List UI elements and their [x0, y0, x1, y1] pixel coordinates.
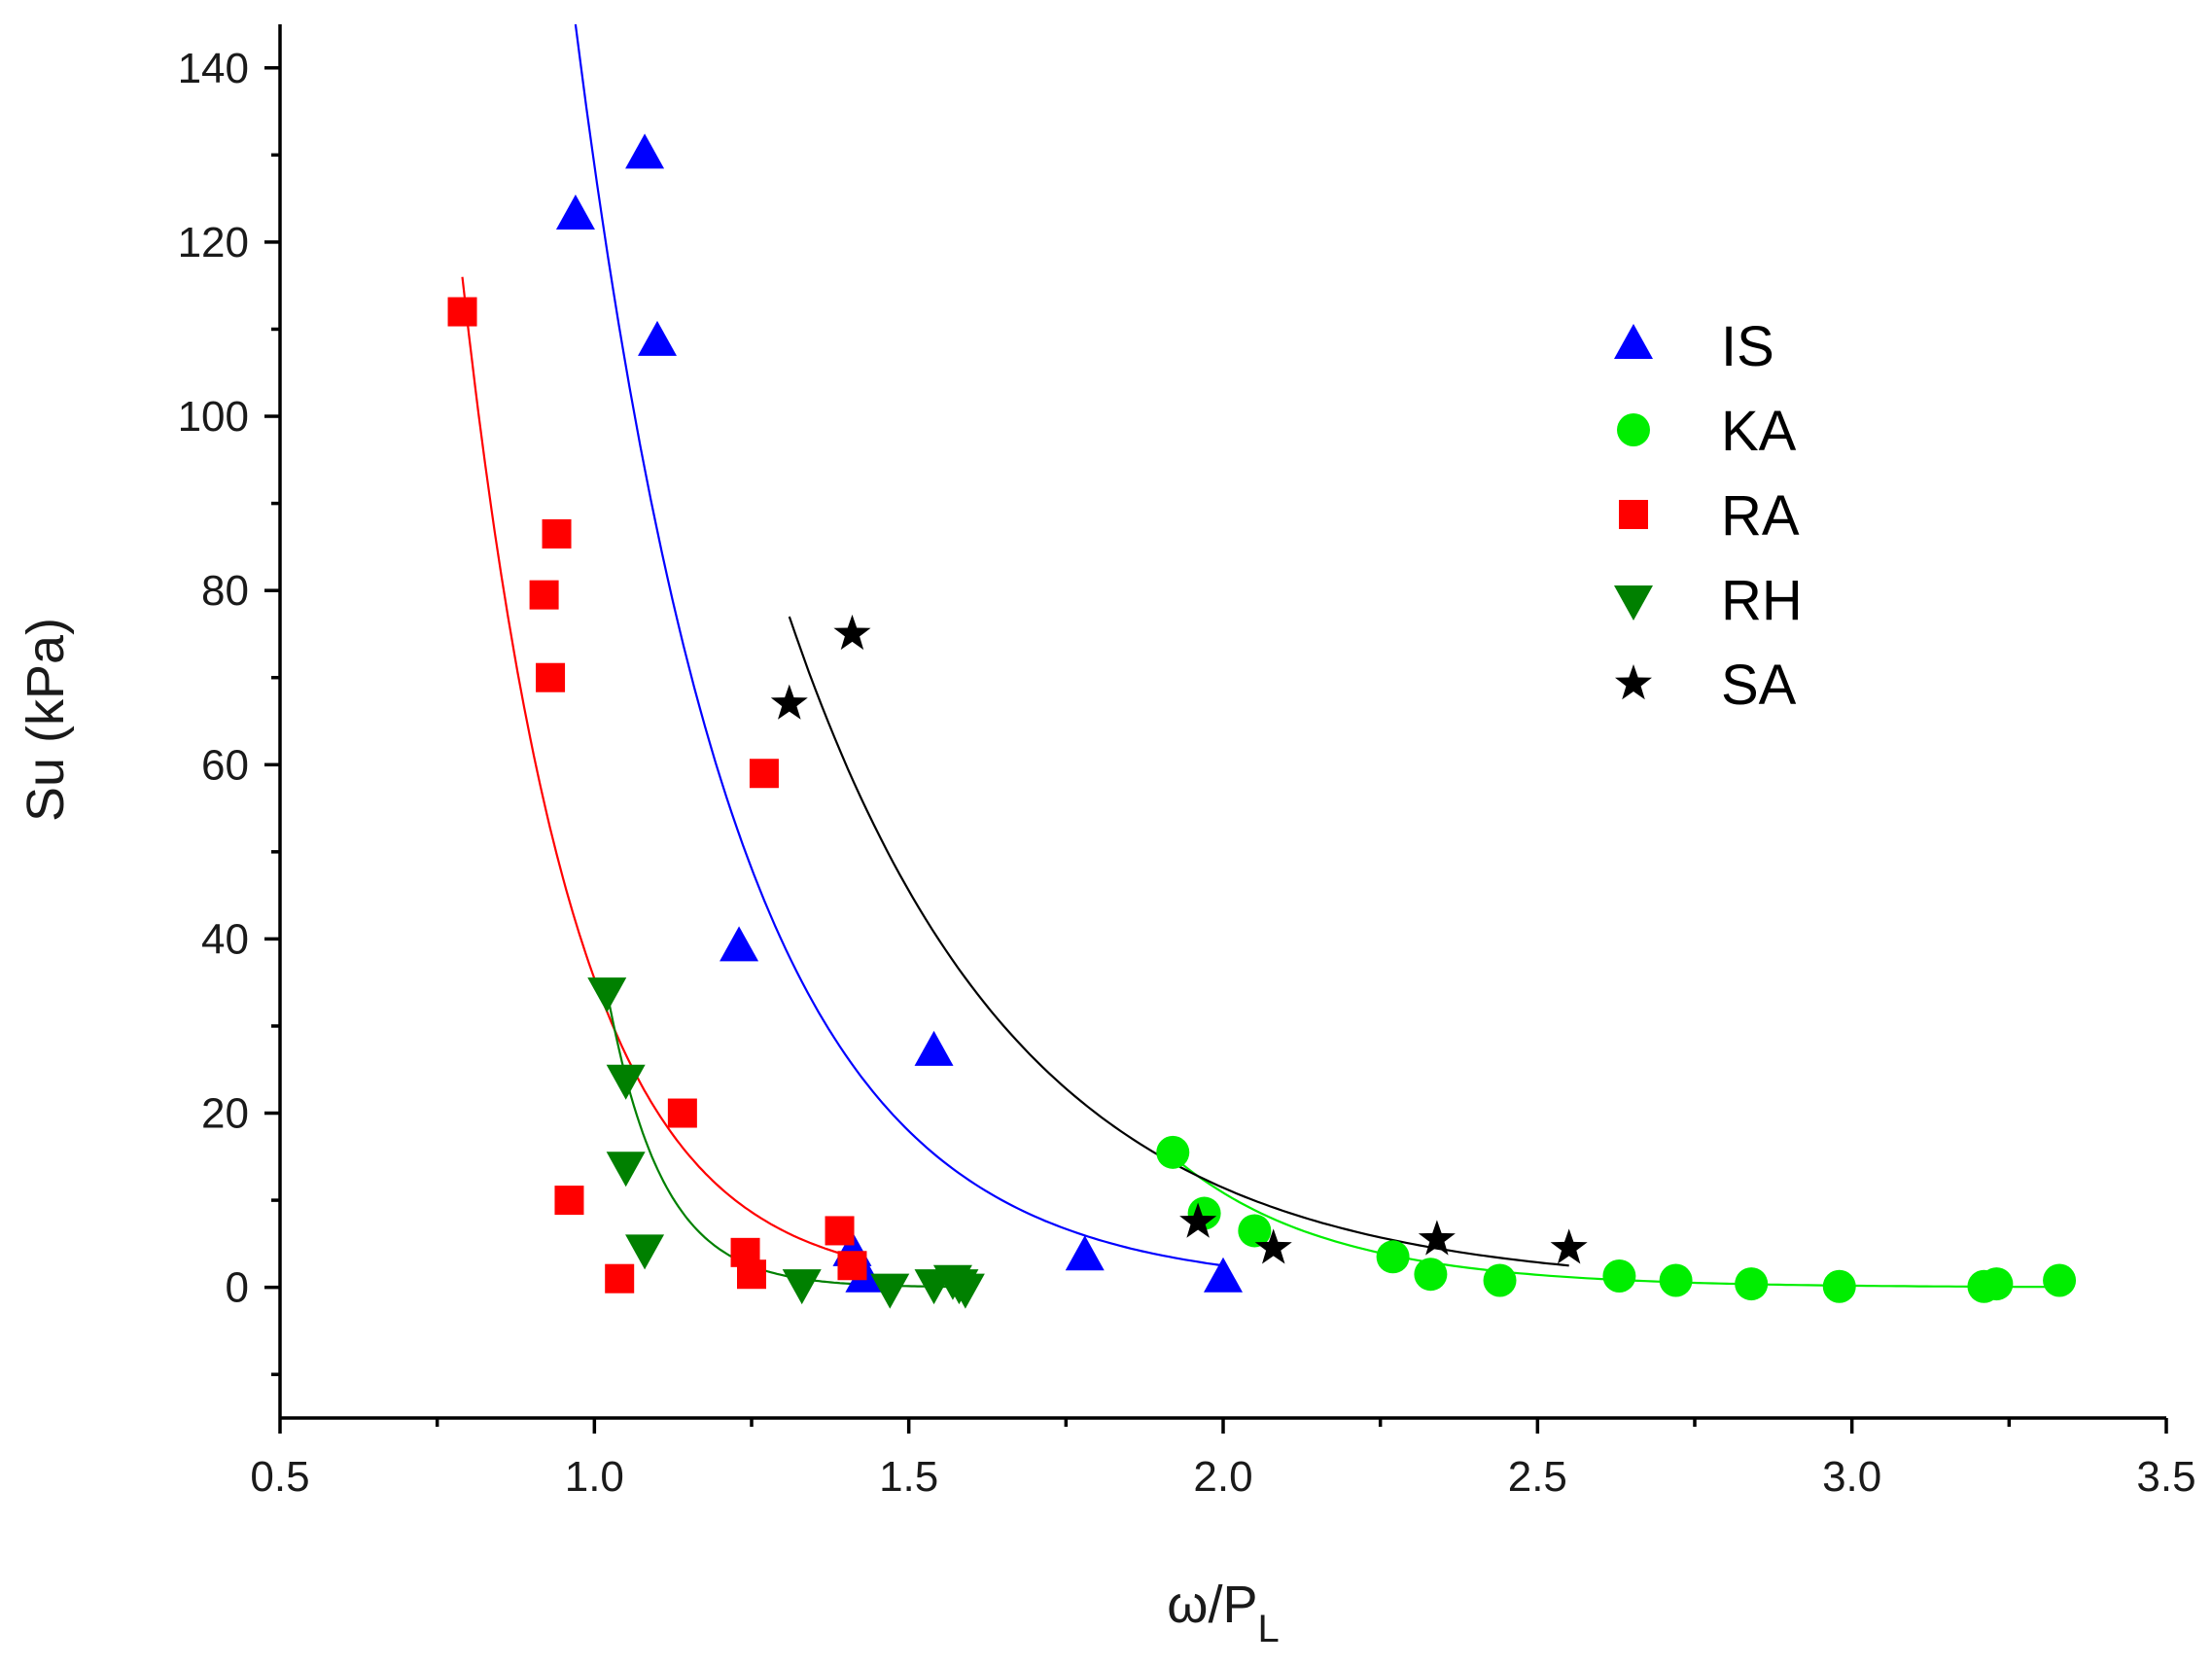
x-axis-title-main: ω/P: [1167, 1576, 1257, 1634]
legend-label-rh: RH: [1721, 569, 1803, 632]
legend: IS KA RA RH SA: [1614, 315, 1803, 717]
legend-label-ra: RA: [1721, 484, 1800, 548]
y-tick-label: 100: [178, 393, 249, 441]
data-point-rh: [945, 1273, 985, 1309]
y-tick-label: 0: [226, 1264, 249, 1312]
data-point-ra: [825, 1216, 855, 1246]
data-point-ra: [737, 1259, 766, 1290]
legend-marker-is: [1614, 324, 1653, 359]
x-tick-label: 2.5: [1508, 1453, 1567, 1501]
legend-label-is: IS: [1721, 315, 1774, 378]
x-tick-label: 1.5: [879, 1453, 938, 1501]
data-point-ka: [1980, 1267, 2014, 1301]
y-tick-label: 140: [178, 45, 249, 92]
data-point-ra: [554, 1186, 584, 1216]
data-point-is: [914, 1030, 954, 1066]
data-point-is: [1204, 1257, 1243, 1293]
data-point-rh: [625, 1234, 665, 1270]
fit-curves: [461, 23, 2060, 1289]
legend-marker-sa: [1615, 664, 1652, 700]
data-point-is: [625, 133, 665, 169]
x-tick-label: 3.0: [1822, 1453, 1881, 1501]
data-point-sa: [770, 684, 808, 720]
x-tick-label: 1.0: [565, 1453, 624, 1501]
data-point-is: [638, 320, 677, 356]
data-point-sa: [1179, 1202, 1217, 1238]
data-point-ra: [536, 662, 566, 692]
data-point-ka: [1156, 1135, 1190, 1169]
data-point-ra: [529, 580, 559, 610]
legend-label-ka: KA: [1721, 400, 1797, 463]
y-tick-label: 20: [201, 1090, 249, 1138]
y-tick-label: 40: [201, 915, 249, 963]
data-point-ka: [1483, 1263, 1517, 1297]
data-point-rh: [606, 1064, 646, 1100]
data-point-ka: [1376, 1240, 1410, 1274]
data-point-sa: [1418, 1220, 1456, 1256]
y-tick-label: 60: [201, 741, 249, 789]
data-point-ra: [749, 759, 779, 789]
ticks: 0 20 40 60 80 100 120 140 0.5 1.0 1.5 2.0 2.5 3.0 3.5: [178, 45, 2196, 1501]
x-tick-label: 0.5: [250, 1453, 309, 1501]
fit-curve-sa: [788, 616, 1569, 1267]
data-points: [447, 133, 2077, 1309]
x-axis-title-subscript: L: [1257, 1608, 1279, 1650]
x-tick-label: 2.0: [1193, 1453, 1252, 1501]
data-point-is: [720, 926, 759, 962]
data-point-rh: [870, 1273, 910, 1309]
x-axis-title: ω/PL: [1167, 1576, 1279, 1650]
y-tick-label: 80: [201, 567, 249, 615]
data-point-is: [1065, 1235, 1105, 1271]
data-point-sa: [1254, 1228, 1292, 1264]
data-point-ra: [447, 297, 477, 327]
fit-curve-rh: [606, 990, 966, 1289]
data-point-ka: [1602, 1259, 1636, 1294]
legend-marker-ra: [1619, 500, 1648, 529]
data-point-is: [555, 195, 595, 230]
data-point-ka: [2043, 1263, 2077, 1297]
data-point-ra: [667, 1098, 697, 1128]
legend-marker-ka: [1617, 413, 1650, 446]
fit-curve-is: [574, 23, 1224, 1267]
legend-marker-rh: [1614, 585, 1653, 620]
data-point-ka: [1735, 1267, 1769, 1301]
data-point-sa: [833, 614, 871, 651]
data-point-ka: [1659, 1263, 1693, 1297]
data-point-rh: [587, 977, 627, 1013]
data-point-ka: [1238, 1214, 1272, 1248]
y-axis-title: Su (kPa): [17, 618, 75, 822]
legend-label-sa: SA: [1721, 654, 1797, 717]
data-point-ra: [605, 1263, 635, 1294]
fit-curve-ra: [461, 276, 853, 1258]
y-tick-label: 120: [178, 219, 249, 266]
data-point-ka: [1822, 1269, 1856, 1303]
data-point-ra: [542, 518, 572, 549]
data-point-rh: [606, 1152, 646, 1187]
data-point-sa: [1550, 1228, 1588, 1264]
data-point-ka: [1414, 1258, 1448, 1292]
data-point-ra: [837, 1251, 867, 1281]
x-tick-label: 3.5: [2136, 1453, 2195, 1501]
data-point-rh: [782, 1269, 822, 1305]
